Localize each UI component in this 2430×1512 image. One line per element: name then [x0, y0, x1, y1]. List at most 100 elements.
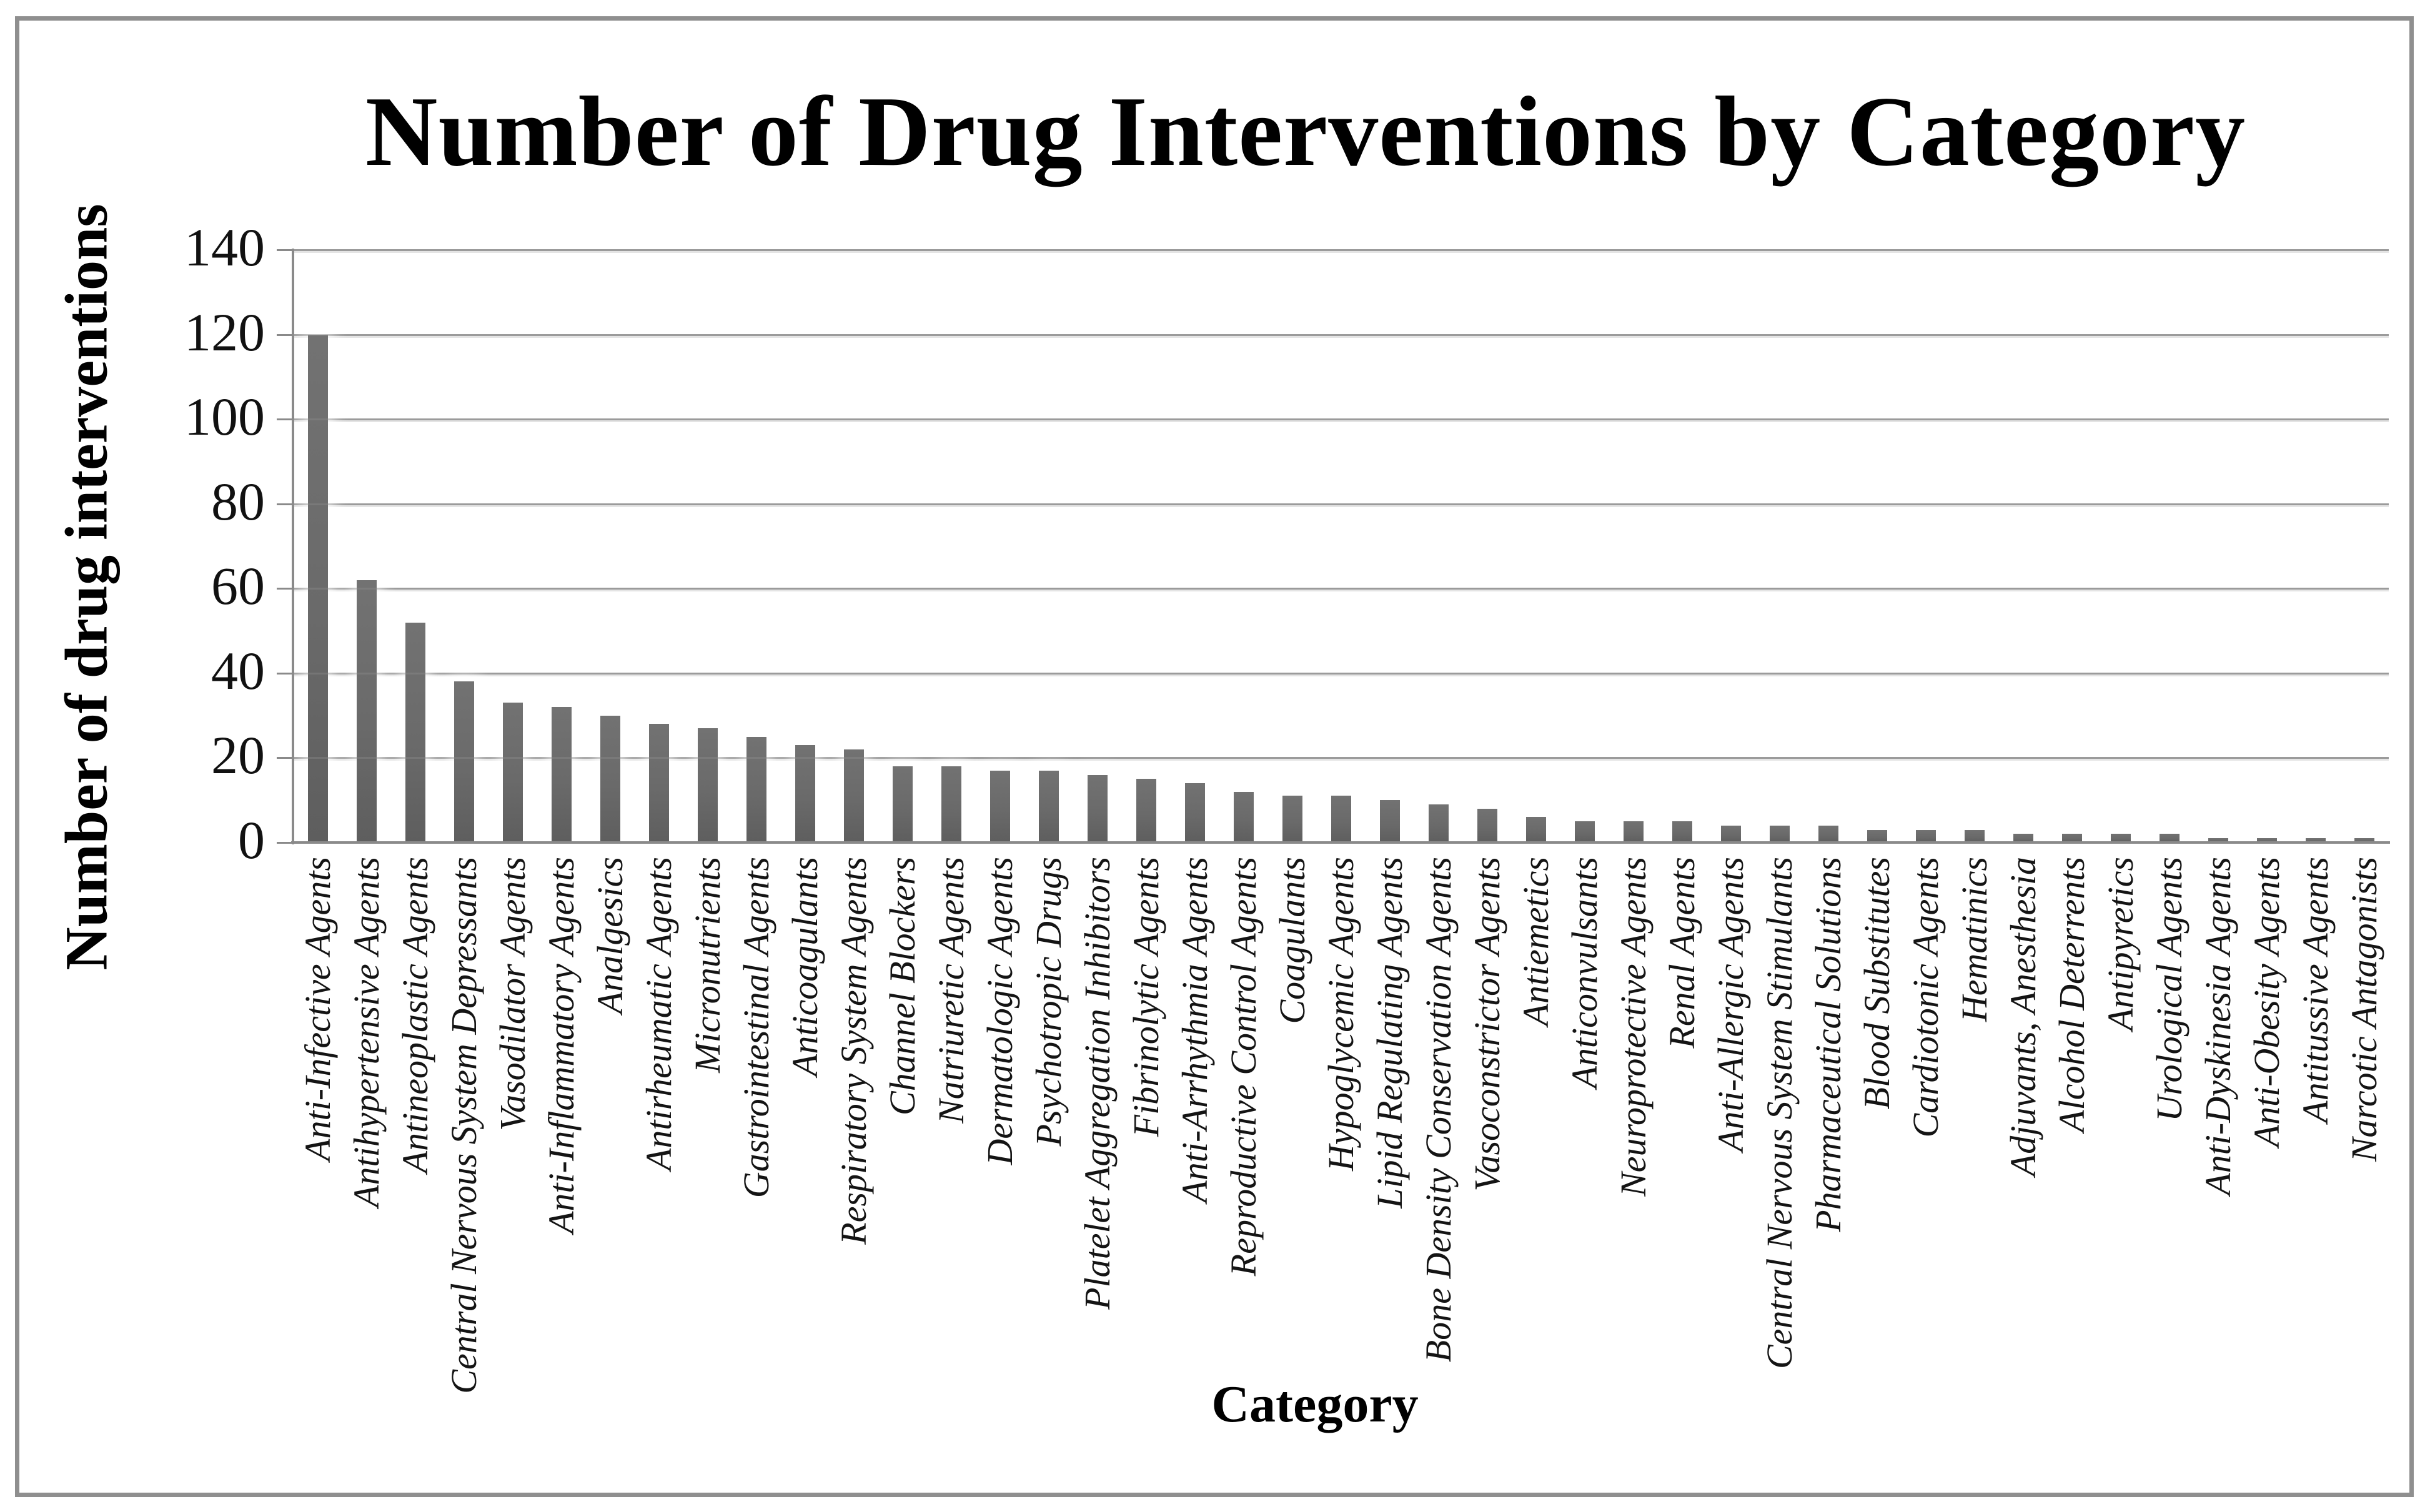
category-label: Platelet Aggregation Inhibitors	[1077, 857, 1118, 1310]
gridline-front	[294, 588, 2389, 590]
bar	[308, 334, 328, 842]
bar	[698, 728, 718, 842]
y-tick-label: 20	[211, 725, 265, 786]
category-label: Central Nervous System Stimulants	[1759, 857, 1800, 1370]
bar	[941, 766, 961, 842]
bar	[1575, 821, 1595, 842]
plot-area	[294, 249, 2389, 842]
bar	[1965, 829, 1985, 842]
category-label: Antiemetics	[1515, 857, 1556, 1026]
chart-title: Number of Drug Interventions by Category	[365, 76, 2246, 187]
bar	[1282, 796, 1302, 842]
bar	[844, 749, 864, 842]
gridline-front	[294, 334, 2389, 336]
gridline-front	[294, 672, 2389, 674]
category-label: Hypoglycemic Agents	[1321, 857, 1361, 1172]
bar	[893, 766, 913, 842]
gridline	[294, 418, 2389, 421]
y-tick-label: 80	[211, 471, 265, 531]
category-label: Analgesics	[590, 857, 630, 1014]
bar	[1721, 825, 1741, 842]
bar	[503, 703, 523, 842]
category-label: Neuroprotective Agents	[1613, 857, 1654, 1197]
bar	[1331, 796, 1351, 842]
category-label: Vasodilator Agents	[492, 857, 533, 1131]
category-label: Central Nervous System Depressants	[444, 857, 484, 1394]
category-label: Antineoplastic Agents	[395, 857, 435, 1174]
y-tick-mark	[277, 503, 294, 505]
bar	[2111, 834, 2131, 842]
gridline	[294, 334, 2389, 336]
category-label: Renal Agents	[1662, 857, 1702, 1049]
bar	[1088, 774, 1108, 842]
category-label: Hematinics	[1954, 857, 1995, 1022]
gridline	[294, 588, 2389, 590]
bar	[795, 745, 815, 842]
category-label: Anticonvulsants	[1564, 857, 1605, 1089]
category-label: Narcotic Antagonists	[2344, 857, 2384, 1162]
y-tick-mark	[277, 249, 294, 251]
bar	[454, 681, 474, 842]
bar	[1526, 817, 1546, 842]
bar	[1867, 829, 1887, 842]
bar	[2013, 834, 2033, 842]
x-axis-title: Category	[1211, 1375, 1419, 1433]
bar	[2306, 838, 2326, 842]
category-label: Pharmaceutical Solutions	[1808, 857, 1848, 1232]
bar	[600, 715, 620, 842]
y-tick-label: 140	[184, 217, 265, 277]
category-label: Vasoconstrictor Agents	[1467, 857, 1507, 1192]
category-label: Adjuvants, Anesthesia	[2003, 857, 2043, 1177]
category-label: Anti-Infective Agents	[297, 857, 338, 1161]
gridline-front	[294, 418, 2389, 421]
bar	[1039, 770, 1059, 842]
bar	[1185, 783, 1205, 842]
bar	[1672, 821, 1692, 842]
category-label: Antirheumatic Agents	[638, 857, 679, 1171]
y-tick-mark	[277, 588, 294, 590]
bar	[1624, 821, 1644, 842]
category-label: Antipyretics	[2100, 857, 2141, 1031]
category-label: Dermatologic Agents	[979, 857, 1020, 1165]
category-label: Antitussive Agents	[2295, 857, 2336, 1123]
category-label: Fibrinolytic Agents	[1126, 857, 1166, 1137]
category-label: Gastrointestinal Agents	[736, 857, 776, 1198]
category-label: Bone Density Conservation Agents	[1418, 857, 1459, 1363]
gridline-front	[294, 503, 2389, 505]
bar	[2354, 838, 2374, 842]
y-tick-mark	[277, 672, 294, 674]
y-tick-mark	[277, 757, 294, 759]
category-label: Cardiotonic Agents	[1905, 857, 1946, 1138]
bar	[1380, 800, 1400, 842]
category-label: Urological Agents	[2149, 857, 2189, 1122]
y-tick-label: 40	[211, 640, 265, 701]
bar	[552, 707, 572, 842]
bar	[990, 770, 1010, 842]
y-tick-mark	[277, 334, 294, 336]
bar	[746, 736, 766, 842]
y-tick-label: 60	[211, 556, 265, 616]
bar	[2257, 838, 2277, 842]
bar	[1770, 825, 1790, 842]
category-label: Reproductive Control Agents	[1223, 857, 1264, 1277]
category-label: Anti-Obesity Agents	[2246, 857, 2287, 1147]
category-label: Channel Blockers	[882, 857, 923, 1115]
gridline	[294, 249, 2389, 251]
gridline	[294, 503, 2389, 505]
y-tick-label: 120	[184, 302, 265, 362]
category-label: Anti-Dyskinesia Agents	[2198, 857, 2238, 1195]
category-label: Lipid Regulating Agents	[1369, 857, 1410, 1208]
y-tick-mark	[277, 842, 294, 844]
category-label: Respiratory System Agents	[833, 857, 874, 1245]
bar	[357, 580, 377, 842]
bar	[1916, 829, 1936, 842]
bar	[1136, 779, 1156, 842]
category-label: Anti-Inflammatory Agents	[541, 857, 582, 1234]
category-label: Anti-Arrhythmia Agents	[1174, 857, 1215, 1203]
x-axis-line	[291, 841, 2390, 844]
category-label: Antihypertensive Agents	[346, 857, 387, 1208]
bar	[1429, 804, 1449, 842]
bar	[2160, 834, 2180, 842]
bar	[649, 724, 669, 842]
